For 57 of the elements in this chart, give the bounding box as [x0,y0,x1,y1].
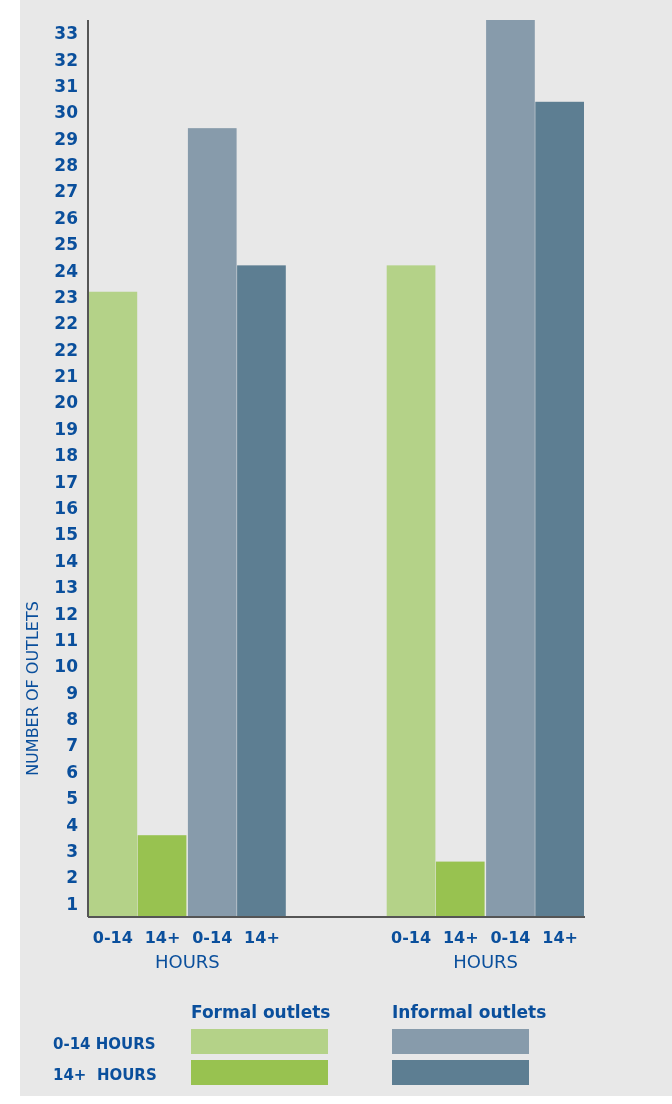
y-tick-label: 28 [54,155,78,176]
y-tick-label: 26 [54,207,78,228]
y-tick-label: 19 [54,418,78,439]
bar [435,861,485,917]
bar [486,20,535,917]
y-tick-label: 23 [54,286,78,307]
y-tick-label: 10 [54,656,79,677]
text: HOURS [154,951,220,972]
y-tick-label: 15 [54,524,78,545]
y-tick-label: 8 [66,709,78,730]
y-tick-label: 22 [54,313,78,334]
x-tick-label: 14+ [542,928,578,947]
y-tick-label: 30 [54,102,79,123]
x-tick-label: 0-14 [391,928,432,947]
y-tick-label: 2 [66,867,78,888]
y-tick-label: 16 [54,498,78,519]
y-tick-label: 7 [66,735,78,756]
y-tick-label: 5 [66,788,78,809]
y-tick-label: 17 [54,471,78,492]
y-tick-label: 6 [66,761,78,782]
bar [535,101,584,917]
y-tick-label: 33 [54,23,78,44]
bar [386,265,436,917]
y-tick-label: 12 [54,603,78,624]
y-tick-label: 13 [54,577,78,598]
y-tick-label: 4 [66,814,79,835]
text: HOURS [453,951,519,972]
text: 0-14 HOURS [53,1035,156,1053]
x-tick-label: 0-14 [192,928,233,947]
x-tick-label: 0-14 [490,928,531,947]
y-tick-label: 14 [54,550,79,571]
x-tick-label: 14+ [442,928,479,947]
y-tick-label: 24 [54,260,79,281]
x-tick-label: 0-14 [92,928,133,947]
text: 14+ HOURS [53,1066,157,1084]
y-tick-label: 9 [66,682,78,703]
y-tick-label: 18 [54,445,78,466]
y-tick-label: 25 [54,234,78,255]
y-axis-title: NUMBER OF OUTLETS [23,601,42,776]
bar [187,128,237,917]
bar [137,835,187,917]
y-tick-label: 29 [54,128,78,149]
y-tick-label: 3 [66,840,78,861]
x-tick-label: 14+ [244,928,280,947]
text: Informal outlets [392,1002,547,1022]
y-tick-label: 1 [66,893,78,914]
y-tick-label: 32 [54,49,78,70]
y-tick-label: 20 [54,392,79,413]
text: Formal outlets [191,1002,331,1022]
bar [237,265,286,917]
y-tick-label: 21 [54,366,78,387]
y-tick-label: 22 [54,339,78,360]
y-tick-label: 27 [54,181,78,202]
y-tick-label: 31 [54,75,78,96]
y-tick-label: 11 [54,629,78,650]
bar [88,291,138,917]
x-tick-label: 14+ [144,928,181,947]
